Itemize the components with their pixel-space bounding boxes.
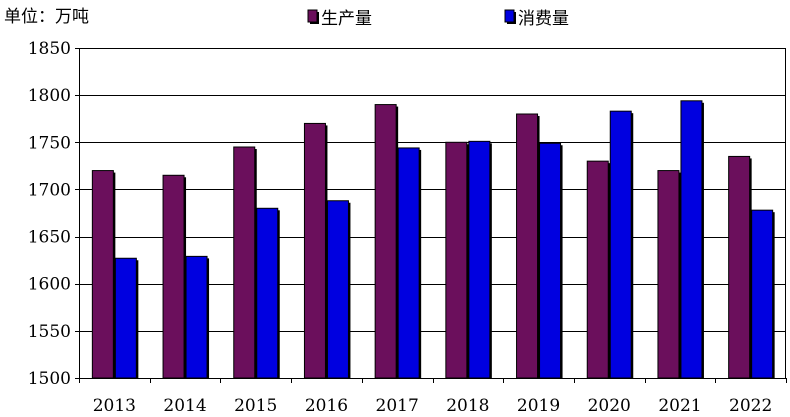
x-tick-label: 2014 — [163, 396, 206, 416]
x-tick-label: 2019 — [517, 396, 560, 416]
x-tick-label: 2021 — [658, 396, 701, 416]
y-tick-label: 1550 — [28, 322, 71, 342]
bar-production-2017 — [374, 104, 397, 379]
bar-production-2016 — [303, 122, 326, 379]
y-tick-label: 1500 — [28, 369, 71, 389]
bar-consumption-2013 — [114, 257, 137, 379]
y-tick-labels: 1500 1550 1600 1650 1700 1750 1800 1850 — [28, 39, 71, 389]
bar-consumption-2022 — [751, 209, 774, 379]
x-tick-label: 2020 — [588, 396, 631, 416]
bar-production-2013 — [91, 170, 114, 379]
bar-production-2014 — [162, 174, 185, 379]
bar-production-2020 — [586, 160, 609, 379]
x-tick-label: 2013 — [93, 396, 136, 416]
bar-consumption-2019 — [539, 142, 562, 379]
y-tick-label: 1850 — [28, 39, 71, 59]
bar-production-2022 — [728, 155, 751, 379]
x-tick-label: 2015 — [234, 396, 277, 416]
bar-consumption-2017 — [397, 147, 420, 379]
y-tick-label: 1800 — [28, 86, 71, 106]
bar-consumption-2021 — [680, 100, 703, 379]
bar-consumption-2015 — [256, 207, 279, 379]
x-tick-label: 2022 — [729, 396, 772, 416]
x-tick-label: 2017 — [376, 396, 419, 416]
bar-consumption-2016 — [326, 200, 349, 379]
bar-consumption-2020 — [609, 110, 632, 379]
bar-production-2019 — [516, 113, 539, 379]
y-tick-label: 1700 — [28, 180, 71, 200]
y-tick-label: 1650 — [28, 228, 71, 248]
legend: 生产量 消费量 — [307, 9, 569, 29]
bars — [91, 100, 775, 379]
y-tick-label: 1750 — [28, 133, 71, 153]
y-tick-label: 1600 — [28, 275, 71, 295]
unit-label: 单位：万吨 — [4, 7, 89, 27]
x-tick-label: 2018 — [446, 396, 489, 416]
bar-consumption-2014 — [185, 255, 208, 379]
x-tick-labels: 2013 2014 2015 2016 2017 2018 2019 2020 2021 2022 — [93, 396, 773, 416]
bar-production-2015 — [233, 146, 256, 379]
legend-label-0: 生产量 — [321, 9, 372, 29]
x-tick-label: 2016 — [305, 396, 348, 416]
axes — [75, 48, 787, 383]
bar-production-2021 — [657, 170, 680, 379]
bar-consumption-2018 — [468, 140, 491, 379]
legend-swatch-0 — [307, 9, 318, 23]
legend-label-1: 消费量 — [518, 9, 569, 29]
bar-production-2018 — [445, 141, 468, 379]
legend-swatch-1 — [504, 9, 515, 23]
